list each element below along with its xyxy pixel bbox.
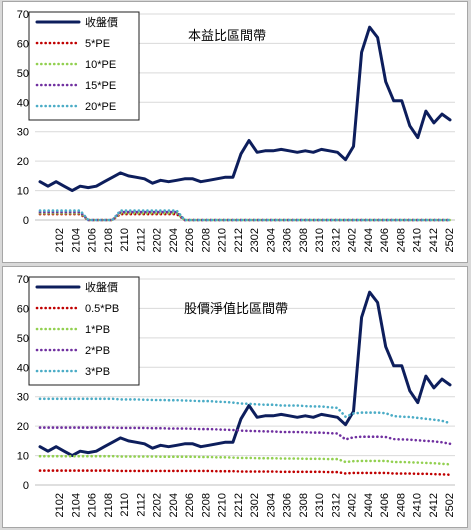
x-tick-label: 2404	[363, 228, 375, 252]
y-tick-label: 30	[17, 392, 29, 404]
pe-band-chart-panel: 0 10 20 30 40 50 60 70 2102 2104 2106 2108 2110 2112 2…	[2, 1, 468, 263]
x-tick-label: 2212	[233, 228, 245, 252]
series-line-4	[38, 397, 452, 425]
x-tick-label: 2306	[282, 228, 294, 252]
x-tick-label: 2102	[54, 493, 66, 517]
series-line-1	[38, 469, 452, 476]
x-tick-label: 2112	[135, 228, 147, 252]
x-tick-label: 2210	[217, 493, 229, 517]
y-tick-label: 70	[17, 9, 29, 21]
series-line-0	[38, 290, 452, 458]
legend-label-1: 0.5*PB	[85, 303, 119, 315]
y-tick-label: 20	[17, 156, 29, 168]
y-tick-label: 50	[17, 68, 29, 80]
legend-label-1: 5*PE	[85, 38, 110, 50]
x-tick-label: 2204	[168, 228, 180, 252]
x-tick-label: 2110	[119, 493, 131, 517]
x-tick-label: 2212	[233, 493, 245, 517]
pe-band-chart: 0 10 20 30 40 50 60 70 2102 2104 2106 2108 2110 2112 2…	[17, 9, 456, 252]
legend-label-0: 收盤價	[85, 280, 118, 294]
x-tick-label: 2406	[379, 493, 391, 517]
x-tick-label: 2412	[428, 493, 440, 517]
x-tick-label: 2210	[217, 228, 229, 252]
legend-label-2: 1*PB	[85, 324, 110, 336]
y-tick-label: 20	[17, 421, 29, 433]
x-tick-label: 2502	[444, 493, 456, 517]
x-tick-label: 2208	[200, 228, 212, 252]
x-tick-label: 2304	[265, 228, 277, 252]
pb-band-chart-panel: 0 10 20 30 40 50 60 70 2102 2104 2106 2108 2110 2112 2…	[2, 266, 468, 528]
y-tick-label: 70	[17, 274, 29, 286]
x-tick-label: 2106	[87, 228, 99, 252]
x-tick-label: 2310	[314, 493, 326, 517]
x-tick-label: 2308	[298, 493, 310, 517]
x-tick-label: 2304	[265, 493, 277, 517]
legend-box	[28, 11, 140, 121]
x-tick-label: 2406	[379, 228, 391, 252]
x-tick-label: 2208	[200, 493, 212, 517]
x-tick-label: 2206	[184, 493, 196, 517]
x-tick-label: 2312	[330, 228, 342, 252]
series-line-3	[38, 426, 452, 446]
x-tick-label: 2110	[119, 228, 131, 252]
series-line-2	[38, 454, 452, 466]
x-tick-label: 2408	[395, 493, 407, 517]
y-tick-label: 60	[17, 303, 29, 315]
x-tick-label: 2302	[249, 493, 261, 517]
x-tick-label: 2104	[70, 228, 82, 252]
x-tick-label: 2312	[330, 493, 342, 517]
legend-label-4: 20*PE	[85, 101, 116, 113]
x-tick-label: 2108	[103, 228, 115, 252]
x-tick-label: 2410	[412, 493, 424, 517]
x-tick-label: 2308	[298, 228, 310, 252]
x-tick-label: 2104	[70, 493, 82, 517]
x-tick-label: 2202	[152, 228, 164, 252]
series-line-4	[38, 209, 452, 222]
y-tick-label: 10	[17, 451, 29, 463]
legend-box	[28, 276, 140, 386]
legend-label-3: 15*PE	[85, 80, 116, 92]
y-tick-label: 50	[17, 333, 29, 345]
x-tick-label: 2306	[282, 493, 294, 517]
chart-title: 本益比區間帶	[188, 29, 266, 44]
legend-label-0: 收盤價	[85, 15, 118, 29]
y-tick-label: 0	[23, 480, 29, 492]
y-tick-label: 0	[23, 215, 29, 227]
x-tick-label: 2402	[347, 493, 359, 517]
y-tick-label: 40	[17, 97, 29, 109]
x-tick-label: 2410	[412, 228, 424, 252]
x-tick-label: 2206	[184, 228, 196, 252]
x-tick-label: 2102	[54, 228, 66, 252]
series-line-0	[38, 25, 452, 193]
legend-label-4: 3*PB	[85, 366, 110, 378]
x-tick-label: 2502	[444, 228, 456, 252]
x-tick-label: 2404	[363, 493, 375, 517]
y-tick-label: 10	[17, 186, 29, 198]
x-tick-label: 2302	[249, 228, 261, 252]
x-tick-label: 2402	[347, 228, 359, 252]
x-tick-label: 2310	[314, 228, 326, 252]
x-tick-label: 2408	[395, 228, 407, 252]
legend-label-2: 10*PE	[85, 59, 116, 71]
x-tick-label: 2204	[168, 493, 180, 517]
x-tick-label: 2112	[135, 493, 147, 517]
y-tick-label: 60	[17, 38, 29, 50]
x-tick-label: 2108	[103, 493, 115, 517]
pb-band-chart: 0 10 20 30 40 50 60 70 2102 2104 2106 2108 2110 2112 2…	[17, 274, 456, 517]
x-tick-label: 2106	[87, 493, 99, 517]
legend-label-3: 2*PB	[85, 345, 110, 357]
chart-title: 股價淨值比區間帶	[184, 301, 288, 317]
x-tick-label: 2202	[152, 493, 164, 517]
x-tick-label: 2412	[428, 228, 440, 252]
y-tick-label: 30	[17, 127, 29, 139]
y-tick-label: 40	[17, 362, 29, 374]
